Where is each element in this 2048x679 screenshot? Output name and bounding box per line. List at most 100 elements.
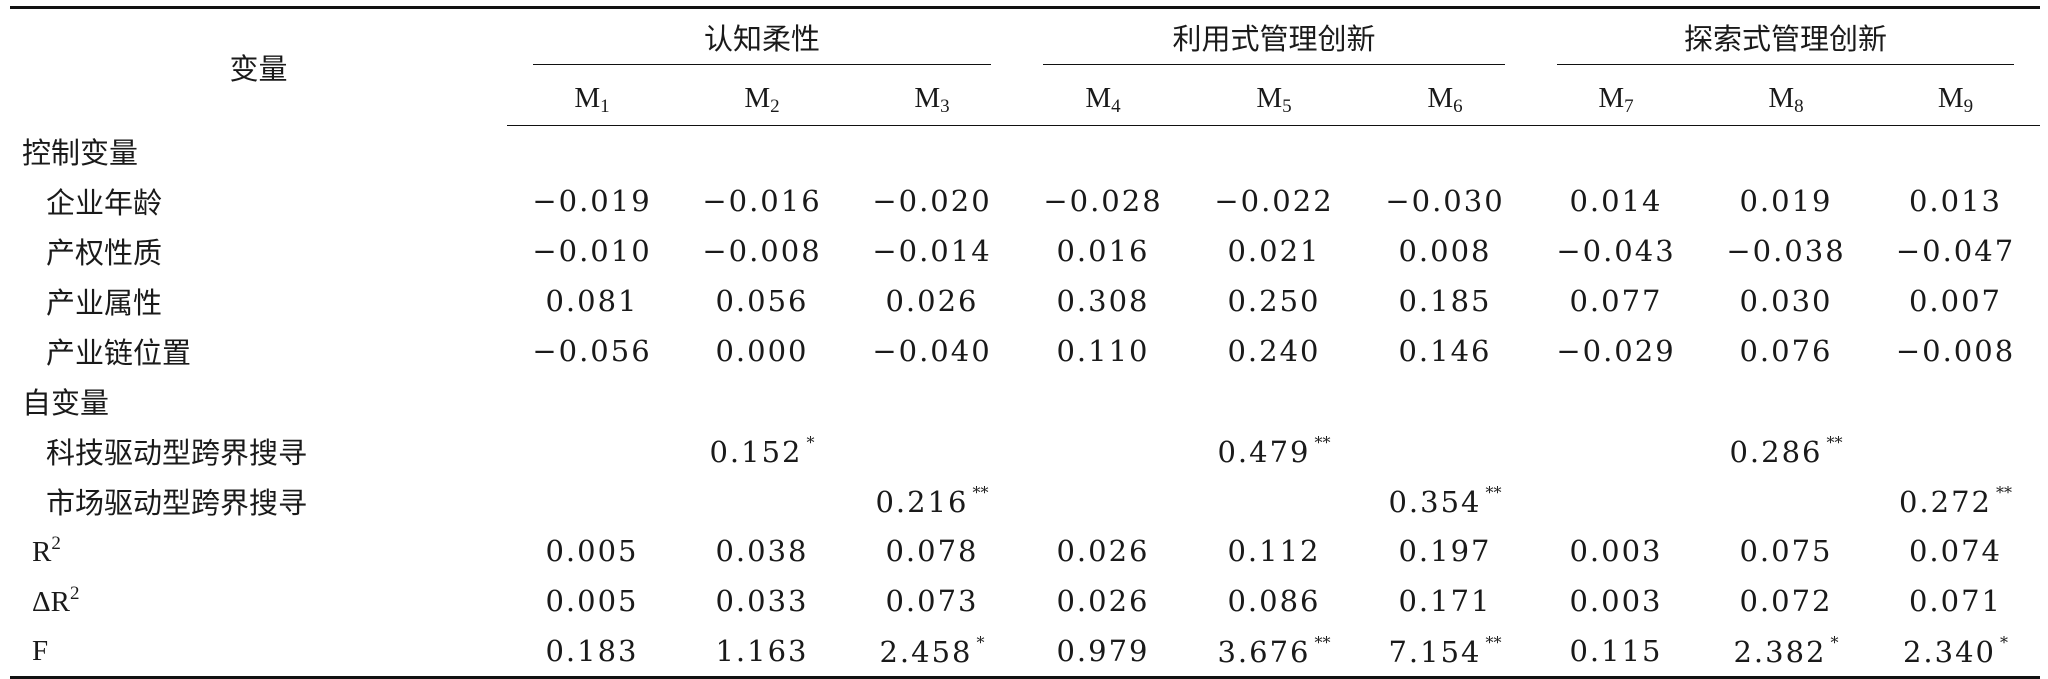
value-cell: 0.183 [507, 626, 677, 679]
group-header-cognitive-flexibility: 认知柔性 [507, 6, 1017, 75]
value-cell: 0.074 [1908, 534, 2003, 568]
table-row: R2 0.005 0.038 0.078 0.026 0.112 0.197 0.003 0.… [10, 526, 2040, 576]
value-cell: 0.110 [1056, 334, 1150, 368]
value-cell: −0.014 [872, 234, 992, 268]
table-row: ΔR2 0.005 0.033 0.073 0.026 0.086 0.171 0.003 0… [10, 576, 2040, 626]
value-cell: 0.979 [1017, 626, 1189, 679]
value-cell: 0.216 ** [875, 483, 989, 519]
group-title-text: 认知柔性 [703, 21, 820, 56]
model-header: M8 [1701, 75, 1871, 126]
value-cell: 0.016 [1056, 234, 1150, 268]
significance-mark: ** [972, 483, 989, 502]
significance-mark: * [976, 633, 985, 652]
value-cell: 0.072 [1739, 584, 1833, 618]
row-label: R2 [32, 533, 61, 568]
value-cell [507, 426, 677, 476]
value-cell: 0.038 [715, 534, 809, 568]
section-row-control: 控制变量 [10, 126, 2040, 177]
value-cell: 0.008 [1398, 234, 1492, 268]
value-cell: −0.019 [532, 184, 652, 218]
value-cell: 0.171 [1398, 584, 1492, 618]
value-cell [1189, 476, 1359, 526]
value-cell: 0.115 [1531, 626, 1701, 679]
value-cell: 0.003 [1569, 534, 1663, 568]
group-title-text: 利用式管理创新 [1172, 21, 1376, 56]
row-label: 产业属性 [46, 286, 163, 320]
significance-mark: ** [1826, 433, 1843, 452]
value-cell: 0.286 ** [1729, 433, 1843, 469]
value-cell [1017, 426, 1189, 476]
row-label: ΔR2 [32, 583, 80, 618]
significance-mark: * [806, 433, 815, 452]
section-label: 控制变量 [22, 135, 139, 170]
value-cell: −0.047 [1895, 234, 2016, 268]
group-underline [1043, 63, 1505, 65]
model-header: M3 [847, 75, 1017, 126]
model-header: M6 [1359, 75, 1531, 126]
value-cell [1359, 426, 1531, 476]
value-cell: 0.003 [1569, 584, 1663, 618]
value-cell: 0.112 [1227, 534, 1321, 568]
significance-mark: * [2000, 633, 2009, 652]
value-cell: 2.458 * [847, 626, 1017, 679]
value-cell: 0.056 [715, 284, 809, 318]
value-cell: −0.008 [702, 234, 822, 268]
header-row-groups: 变量 认知柔性 利用式管理创新 探索式管理创新 [10, 6, 2040, 126]
value-cell: 0.240 [1227, 334, 1321, 368]
table-row: 产业链位置 −0.056 0.000 −0.040 0.110 0.240 0.146 −0.… [10, 326, 2040, 376]
value-cell: 0.007 [1908, 284, 2003, 318]
value-cell: 0.013 [1908, 184, 2003, 218]
group-title-text: 探索式管理创新 [1683, 21, 1887, 56]
value-cell: −0.008 [1895, 334, 2016, 368]
group-header-exploitative-innovation: 利用式管理创新 [1017, 6, 1531, 75]
significance-mark: ** [1485, 633, 1502, 652]
value-cell: 0.078 [885, 534, 979, 568]
model-header: M9 [1871, 75, 2040, 126]
value-cell: −0.022 [1214, 184, 1334, 218]
value-cell: 1.163 [677, 626, 847, 679]
value-cell: 0.073 [885, 584, 979, 618]
row-label: F [10, 626, 507, 679]
table-row: 产业属性 0.081 0.056 0.026 0.308 0.250 0.185 0.077 0… [10, 276, 2040, 326]
table-row: 市场驱动型跨界搜寻 0.216 ** 0.354 ** 0.272 ** [10, 476, 2040, 526]
model-header: M7 [1531, 75, 1701, 126]
value-cell: −0.043 [1556, 234, 1676, 268]
group-header-exploratory-innovation: 探索式管理创新 [1531, 6, 2040, 75]
value-cell: 0.005 [545, 584, 639, 618]
significance-mark: ** [1314, 633, 1331, 652]
value-cell: 0.086 [1227, 584, 1321, 618]
value-cell: 0.146 [1398, 334, 1492, 368]
row-label: 企业年龄 [46, 186, 163, 220]
value-cell: −0.038 [1726, 234, 1846, 268]
section-row-independent: 自变量 [10, 376, 2040, 426]
value-cell: 0.272 ** [1898, 483, 2013, 519]
row-label: 产业链位置 [46, 336, 192, 370]
value-cell: 0.019 [1739, 184, 1833, 218]
value-cell: 0.077 [1569, 284, 1663, 318]
model-header: M2 [677, 75, 847, 126]
significance-mark: ** [1314, 433, 1331, 452]
variable-header: 变量 [10, 6, 507, 126]
value-cell: 0.308 [1056, 284, 1150, 318]
value-cell: −0.040 [872, 334, 992, 368]
value-cell: 0.075 [1739, 534, 1833, 568]
value-cell: −0.029 [1556, 334, 1676, 368]
value-cell: −0.010 [532, 234, 652, 268]
value-cell: 0.185 [1398, 284, 1492, 318]
value-cell: 2.382 * [1701, 626, 1871, 679]
value-cell: 0.026 [885, 284, 979, 318]
value-cell: 3.676 ** [1189, 626, 1359, 679]
table-row: F 0.183 1.163 2.458 * 0.979 3.676 ** 7.154 ** 0.1… [10, 626, 2040, 679]
regression-table: 变量 认知柔性 利用式管理创新 探索式管理创新 M1 M2 M3 M4 M5 M… [10, 6, 2040, 679]
significance-mark: ** [1996, 483, 2013, 502]
value-cell: 0.026 [1056, 584, 1150, 618]
value-cell: 0.152 * [709, 433, 815, 469]
value-cell: −0.028 [1043, 184, 1163, 218]
value-cell: 0.033 [715, 584, 809, 618]
section-label: 自变量 [22, 386, 110, 420]
value-cell: 0.030 [1739, 284, 1833, 318]
value-cell: 2.340 * [1871, 626, 2040, 679]
row-label: 市场驱动型跨界搜寻 [46, 486, 308, 520]
significance-mark: ** [1485, 483, 1502, 502]
value-cell [1531, 476, 1701, 526]
